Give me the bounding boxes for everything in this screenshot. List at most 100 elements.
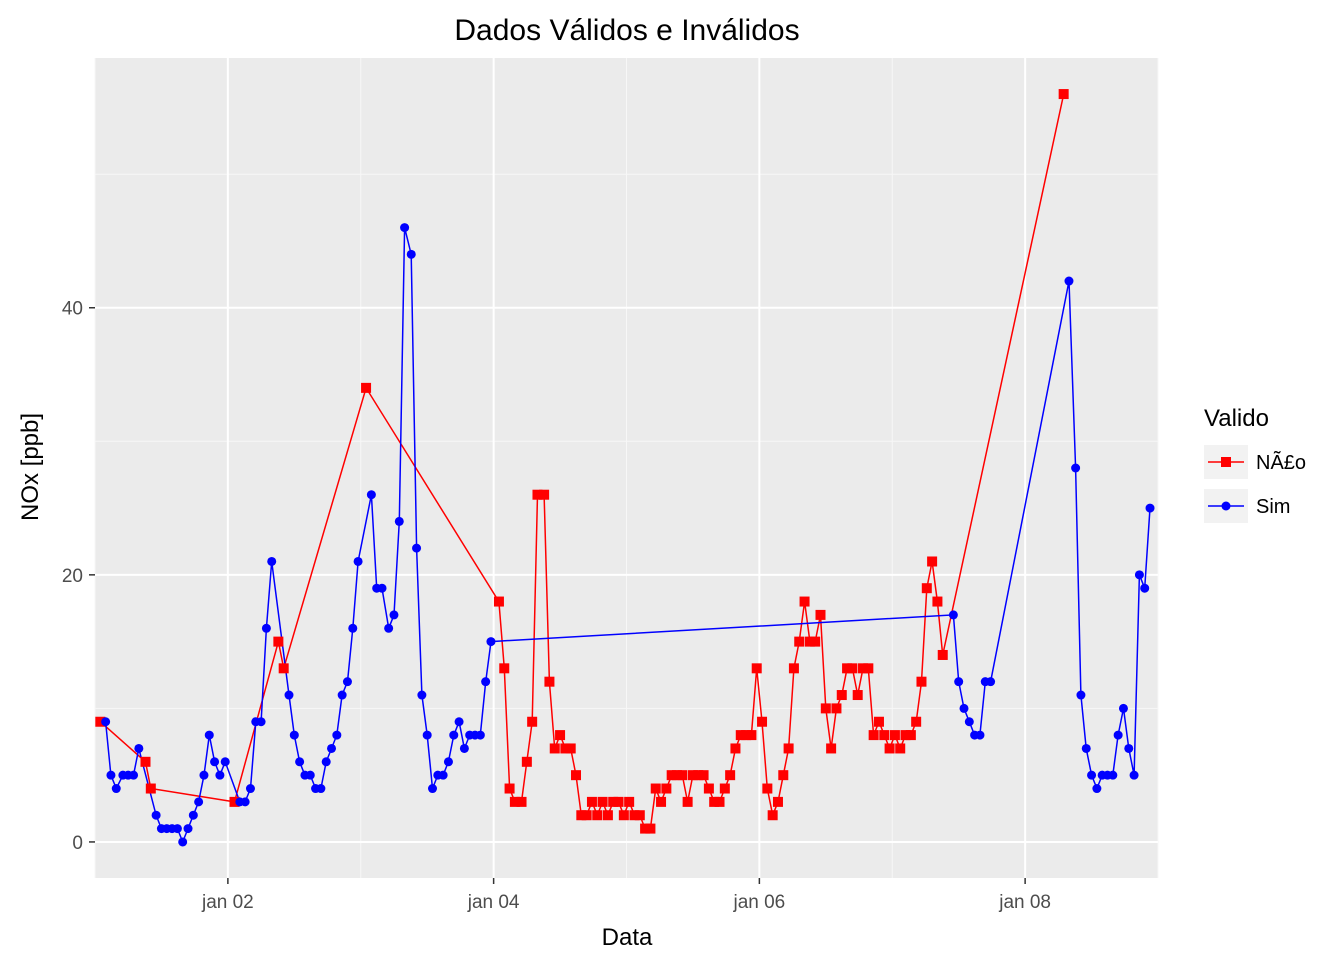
data-point bbox=[618, 810, 629, 821]
data-point bbox=[428, 784, 438, 794]
data-point bbox=[1092, 784, 1102, 794]
data-point bbox=[586, 796, 597, 807]
data-point bbox=[194, 797, 204, 807]
data-point bbox=[327, 743, 337, 753]
data-point bbox=[959, 703, 969, 713]
data-point bbox=[581, 810, 592, 821]
data-point bbox=[273, 636, 284, 647]
data-point bbox=[188, 810, 198, 820]
data-point bbox=[640, 823, 651, 834]
data-point bbox=[134, 743, 144, 753]
data-point bbox=[499, 663, 510, 674]
data-point bbox=[332, 730, 342, 740]
data-point bbox=[417, 690, 427, 700]
data-point bbox=[1108, 770, 1118, 780]
data-point bbox=[229, 796, 240, 807]
data-point bbox=[576, 810, 587, 821]
data-point bbox=[571, 770, 582, 781]
legend: Valido NÃ£o Sim bbox=[1204, 405, 1306, 523]
data-point bbox=[634, 810, 645, 821]
data-point bbox=[613, 796, 624, 807]
data-point bbox=[544, 676, 555, 687]
data-point bbox=[532, 489, 543, 500]
data-point bbox=[1134, 570, 1144, 580]
data-point bbox=[645, 823, 656, 834]
data-point bbox=[783, 743, 794, 754]
data-point bbox=[592, 810, 603, 821]
data-point bbox=[927, 556, 938, 567]
grid-major bbox=[95, 58, 1158, 878]
data-point bbox=[509, 796, 520, 807]
data-point bbox=[687, 770, 698, 781]
data-point bbox=[377, 583, 387, 593]
data-point bbox=[741, 730, 752, 741]
data-point bbox=[671, 770, 682, 781]
x-tick-label: jan 04 bbox=[467, 892, 520, 913]
data-point bbox=[486, 637, 496, 647]
data-point bbox=[412, 543, 422, 553]
data-point bbox=[884, 743, 895, 754]
y-tick-label: 0 bbox=[72, 833, 83, 854]
data-point bbox=[129, 770, 139, 780]
data-point bbox=[215, 770, 225, 780]
data-point bbox=[284, 690, 294, 700]
data-point bbox=[778, 770, 789, 781]
data-point bbox=[384, 623, 394, 633]
data-point bbox=[698, 770, 709, 781]
data-point bbox=[539, 489, 550, 500]
data-point bbox=[1064, 276, 1074, 286]
data-point bbox=[693, 770, 704, 781]
data-point bbox=[549, 743, 560, 754]
data-point bbox=[210, 757, 220, 767]
data-point bbox=[682, 796, 693, 807]
data-point bbox=[916, 676, 927, 687]
data-point bbox=[905, 730, 916, 741]
data-point bbox=[289, 730, 299, 740]
data-point bbox=[178, 837, 188, 847]
x-tick-label: jan 06 bbox=[732, 892, 785, 913]
legend-key-marker bbox=[1221, 457, 1231, 467]
data-point bbox=[295, 757, 305, 767]
data-point bbox=[751, 663, 762, 674]
data-point bbox=[560, 743, 571, 754]
data-point bbox=[321, 757, 331, 767]
data-point bbox=[794, 636, 805, 647]
data-point bbox=[842, 663, 853, 674]
data-point bbox=[565, 743, 576, 754]
grid-minor bbox=[94, 58, 1159, 878]
data-point bbox=[964, 717, 974, 727]
data-point bbox=[921, 583, 932, 594]
data-point bbox=[858, 663, 869, 674]
series-layer bbox=[95, 89, 1155, 847]
data-point bbox=[954, 677, 964, 687]
data-point bbox=[183, 824, 193, 834]
legend-keys: NÃ£o Sim bbox=[1204, 445, 1306, 523]
data-point bbox=[481, 677, 491, 687]
data-point bbox=[267, 556, 277, 566]
data-point bbox=[666, 770, 677, 781]
data-point bbox=[151, 810, 161, 820]
x-axis-title: Data bbox=[602, 924, 653, 951]
data-point bbox=[475, 730, 485, 740]
data-point bbox=[1081, 743, 1091, 753]
data-point bbox=[145, 783, 156, 794]
data-point bbox=[831, 703, 842, 714]
data-point bbox=[101, 717, 111, 727]
data-point bbox=[348, 623, 358, 633]
data-point bbox=[261, 623, 271, 633]
legend-label: NÃ£o bbox=[1256, 450, 1306, 474]
data-point bbox=[449, 730, 459, 740]
data-point bbox=[555, 730, 566, 741]
data-point bbox=[1076, 690, 1086, 700]
data-point bbox=[597, 796, 608, 807]
data-point bbox=[140, 756, 151, 767]
data-point bbox=[504, 783, 515, 794]
data-point bbox=[389, 610, 399, 620]
data-point bbox=[820, 703, 831, 714]
data-point bbox=[932, 596, 943, 607]
data-point bbox=[366, 490, 376, 500]
data-point bbox=[836, 690, 847, 701]
data-point bbox=[656, 796, 667, 807]
data-point bbox=[400, 223, 410, 233]
axes-layer: jan 02 jan 04 jan 06 jan 08 0 20 40 bbox=[62, 299, 1051, 913]
